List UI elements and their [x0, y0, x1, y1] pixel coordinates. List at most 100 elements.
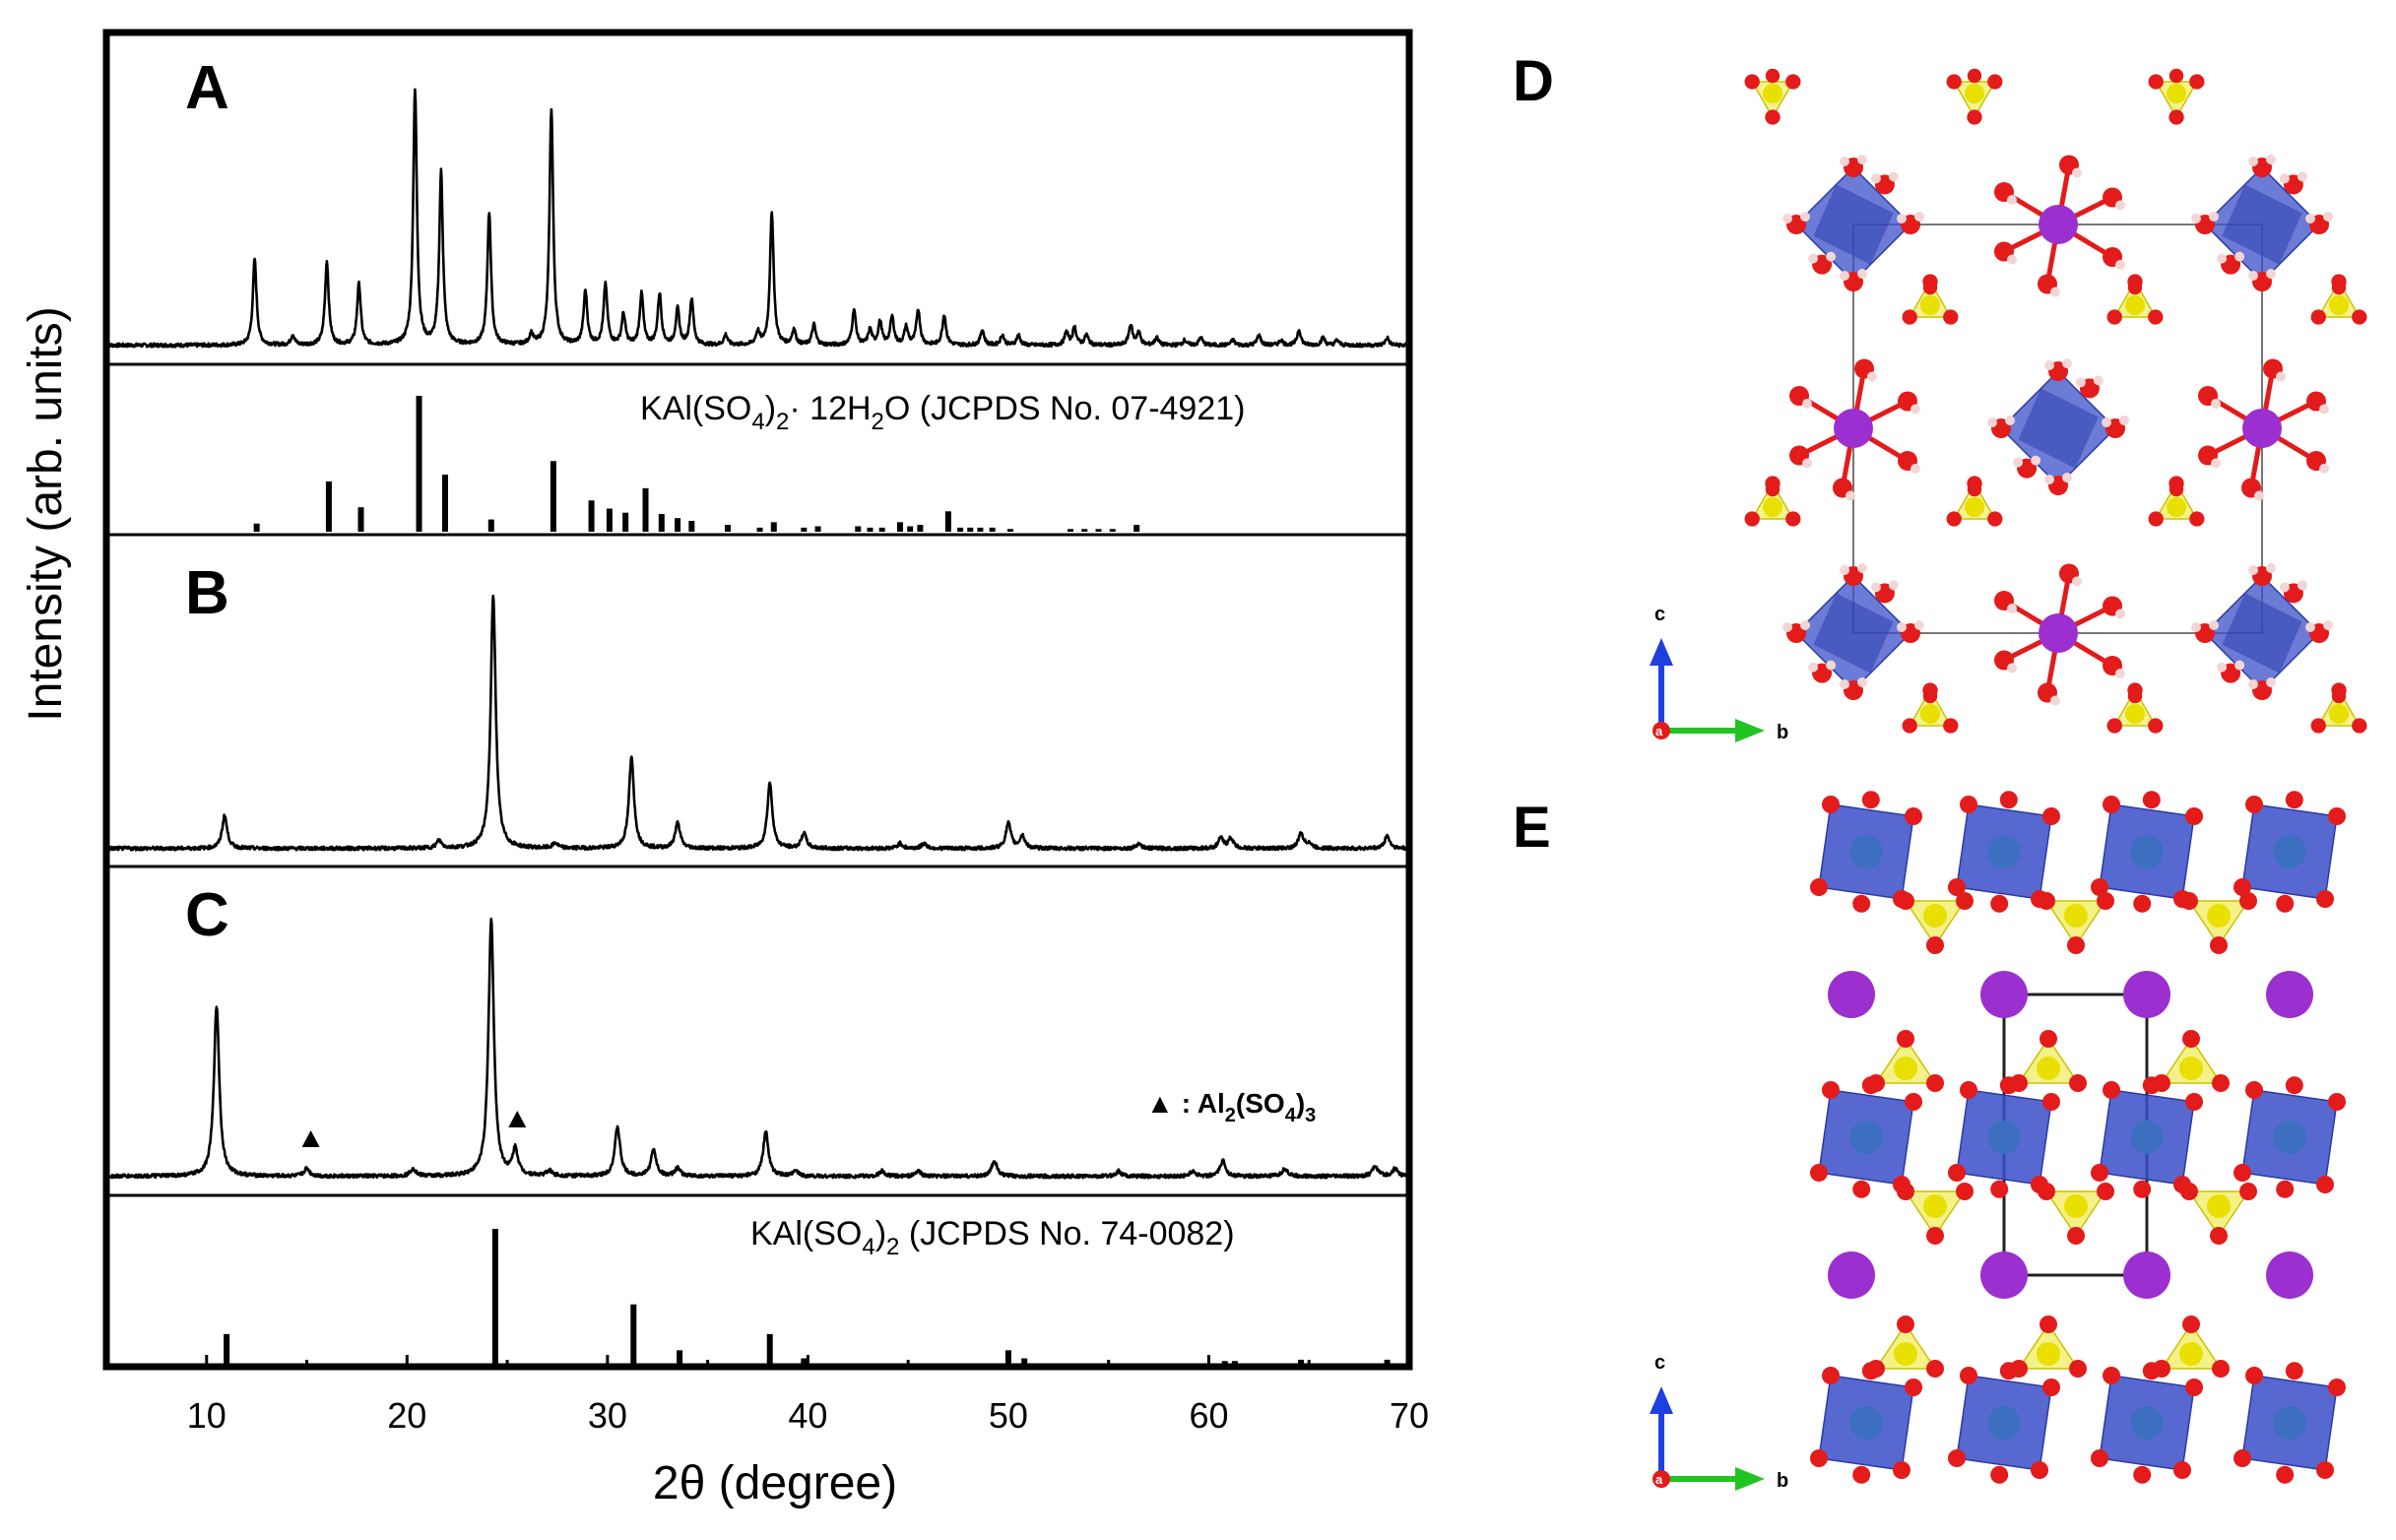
ref-stick-07-4921-bar — [855, 526, 862, 532]
oxygen-atom — [1990, 894, 2009, 913]
oxygen-atom — [2091, 878, 2108, 896]
oxygen-atom — [1943, 718, 1959, 734]
sulfur-atom — [2124, 294, 2146, 316]
sulfur-atom — [1923, 1194, 1947, 1218]
oxygen-atom — [2310, 718, 2326, 734]
oxygen-atom — [2067, 1227, 2085, 1245]
hydrogen-atom — [1857, 155, 1867, 164]
hydrogen-atom — [1897, 622, 1907, 632]
hydrogen-atom — [2050, 287, 2060, 297]
ref-stick-07-4921-bar — [325, 481, 332, 532]
potassium-atom — [2266, 1251, 2313, 1299]
oxygen-atom — [2352, 718, 2367, 734]
oxygen-atom — [1922, 688, 1938, 704]
hydrogen-atom — [1840, 679, 1849, 689]
oxygen-atom — [2103, 796, 2120, 813]
oxygen-atom — [2182, 1030, 2200, 1048]
ref-stick-74-0082-bar — [1384, 1359, 1391, 1364]
ref-stick-07-4921-bar — [416, 396, 422, 532]
ref-stick-07-4921-bar — [675, 518, 681, 532]
reference-label-A: KAl(SO4)2· 12H2O (JCPDS No. 07-4921) — [640, 390, 1246, 435]
sulfur-atom — [2328, 703, 2350, 725]
panel-letter-D: D — [1513, 49, 1554, 113]
oxygen-atom — [2210, 1227, 2228, 1245]
ref-stick-07-4921-bar — [814, 526, 821, 532]
xrd-plot: 10 20 30 40 50 60 70 A B C KAl(SO4)2· 12H2O (J… — [20, 29, 1429, 1509]
oxygen-atom — [1960, 796, 1977, 813]
orientation-axes-E: c b a — [1650, 1352, 1788, 1492]
oxygen-atom — [2310, 309, 2326, 325]
alo6-octahedron-face — [1813, 184, 1894, 265]
ref-stick-07-4921-bar — [724, 525, 731, 532]
oxygen-atom — [2040, 1315, 2057, 1333]
oxygen-atom — [1744, 74, 1760, 90]
axis-label-a-E: a — [1655, 1472, 1663, 1487]
ref-stick-07-4921-bar — [658, 514, 665, 532]
oxygen-atom — [2245, 1367, 2263, 1384]
oxygen-atom — [2142, 1362, 2161, 1380]
oxygen-atom — [2069, 1074, 2087, 1092]
hydrogen-atom — [2072, 167, 2082, 178]
sulfur-atom — [2207, 904, 2231, 928]
b-axis-arrowhead-E — [1735, 1467, 1765, 1491]
sulfur-atom — [2166, 83, 2187, 104]
oxygen-atom — [1810, 878, 1828, 896]
oxygen-atom — [2212, 1360, 2230, 1378]
ref-stick-74-0082-bar — [1298, 1359, 1305, 1364]
sulfur-atom — [1894, 1057, 1917, 1080]
oxygen-atom — [1956, 892, 1974, 910]
oxygen-atom — [2245, 796, 2263, 813]
impurity-marker — [301, 1130, 320, 1147]
hydrogen-atom — [2266, 563, 2276, 573]
hydrogen-atom — [1870, 173, 1881, 184]
potassium-atom — [2123, 1251, 2170, 1299]
crystal-structure-E — [1810, 791, 2346, 1484]
oxygen-atom — [1902, 309, 1917, 325]
c-axis-arrowhead-E — [1650, 1386, 1673, 1414]
ref-stick-07-4921-bar — [622, 512, 629, 532]
hydrogen-atom — [1857, 677, 1867, 687]
oxygen-atom — [1810, 1164, 1828, 1182]
hydrogen-atom — [1808, 662, 1819, 673]
oxygen-atom — [2234, 1449, 2251, 1467]
oxygen-atom — [1785, 511, 1801, 527]
ref-stick-07-4921-bar — [770, 522, 777, 532]
hydrogen-atom — [2248, 565, 2258, 575]
x-tick-label: 20 — [387, 1395, 426, 1436]
hydrogen-atom — [1910, 404, 1920, 415]
hydrogen-atom — [1846, 490, 1855, 501]
aluminum-atom — [2273, 1121, 2306, 1154]
impurity-marker — [508, 1111, 527, 1127]
hydrogen-atom — [2031, 455, 2041, 466]
axis-label-b-D: b — [1777, 722, 1788, 743]
sulfur-atom — [2124, 703, 2146, 725]
ref-stick-74-0082-bar — [766, 1333, 773, 1364]
reference-label-C: KAl(SO4)2 (JCPDS No. 74-0082) — [750, 1215, 1235, 1260]
xrd-trace-C — [104, 917, 1411, 1180]
hydrogen-atom — [2276, 371, 2286, 382]
hydrogen-atom — [2217, 662, 2228, 673]
oxygen-atom — [1943, 309, 1959, 325]
panel-letter-E: E — [1513, 796, 1551, 860]
hydrogen-atom — [1867, 371, 1877, 382]
ref-stick-74-0082-bar — [224, 1333, 230, 1364]
hydrogen-atom — [1840, 565, 1849, 575]
oxygen-atom — [1926, 1074, 1944, 1092]
oxygen-atom — [2091, 1164, 2108, 1182]
potassium-atom — [2123, 971, 2170, 1018]
hydrogen-atom — [2050, 695, 2060, 706]
hydrogen-atom — [2248, 271, 2258, 281]
oxygen-atom — [2180, 1183, 2198, 1200]
oxygen-atom — [2245, 1081, 2263, 1099]
oxygen-atom — [2285, 1076, 2303, 1095]
oxygen-atom — [2142, 791, 2161, 809]
hydrogen-atom — [2234, 660, 2245, 671]
hydrogen-atom — [2007, 254, 2017, 265]
oxygen-atom — [2182, 1315, 2200, 1333]
sulfur-atom — [2064, 904, 2088, 928]
oxygen-atom — [2239, 1183, 2257, 1200]
xrd-traces — [104, 88, 1411, 1364]
oxygen-atom — [2103, 1081, 2120, 1099]
x-tick-label: 10 — [187, 1395, 227, 1436]
